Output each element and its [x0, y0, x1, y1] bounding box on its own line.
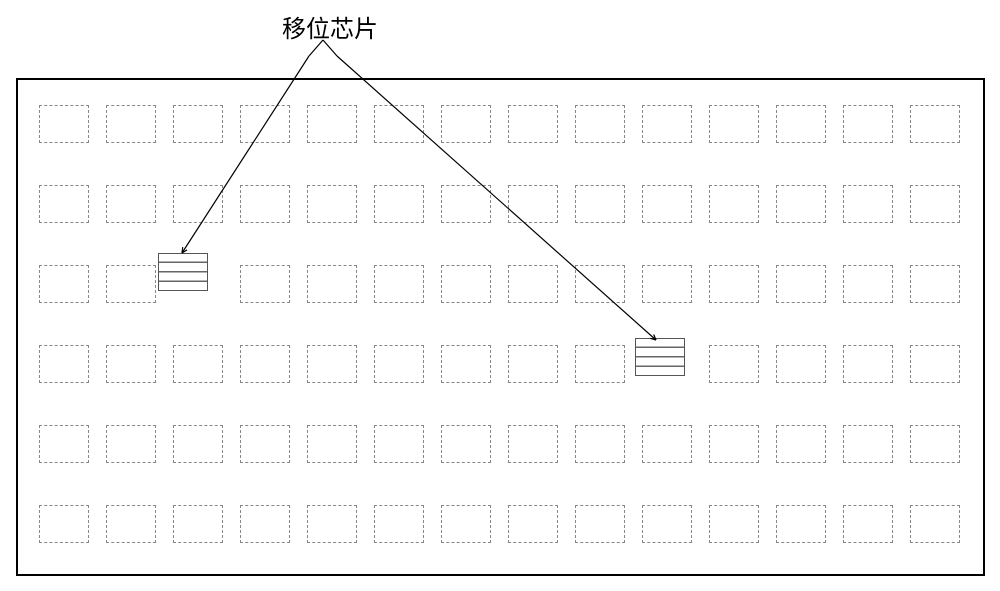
leader-lines [0, 0, 1000, 591]
